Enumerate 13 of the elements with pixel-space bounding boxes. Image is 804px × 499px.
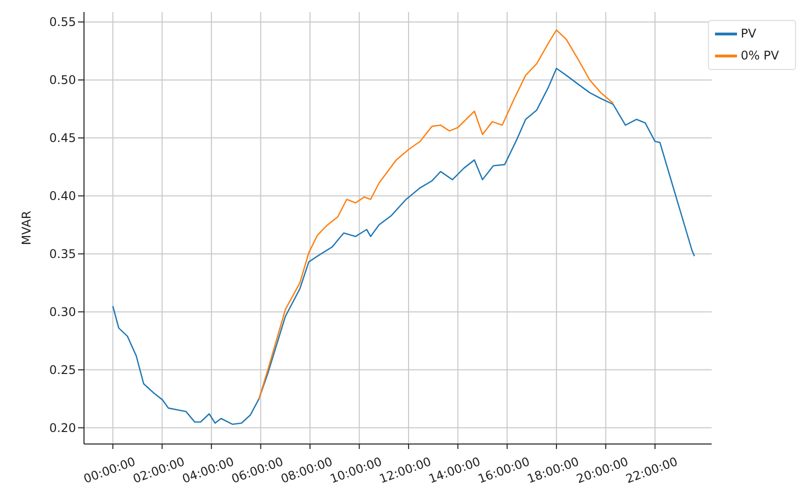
line-series <box>112 68 696 425</box>
y-tick-label: 0.30 <box>49 305 76 320</box>
y-tick-label: 0.50 <box>49 73 76 88</box>
y-tick-label: 0.35 <box>49 247 76 262</box>
y-tick-label: 0.55 <box>49 15 76 30</box>
y-axis-title: MVAR <box>19 210 34 246</box>
y-tick-label: 0.20 <box>49 421 76 436</box>
line-series <box>258 29 614 400</box>
y-tick-label: 0.25 <box>49 363 76 378</box>
legend-label: PV <box>740 26 756 40</box>
legend-label: 0% PV <box>740 48 779 62</box>
y-tick-label: 0.45 <box>49 131 76 146</box>
y-tick-label: 0.40 <box>49 189 76 204</box>
